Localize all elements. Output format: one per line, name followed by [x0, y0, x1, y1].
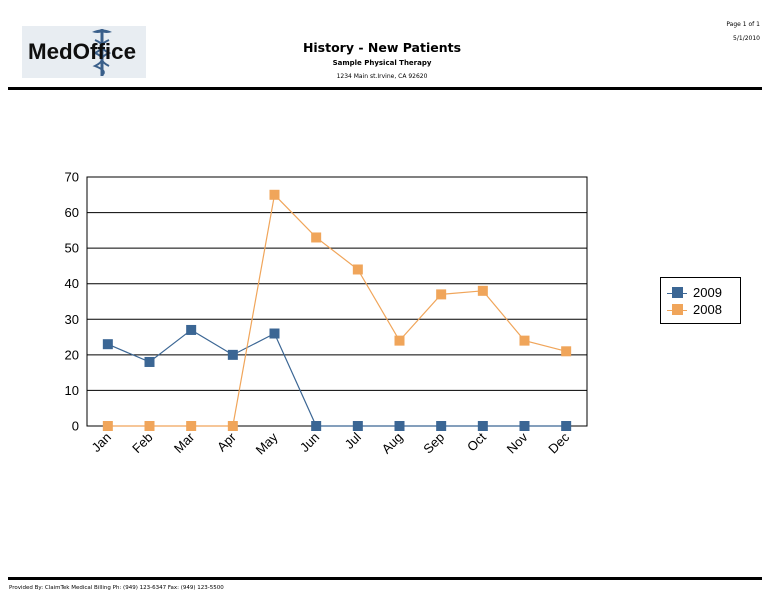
- x-axis: Jan Feb Mar Apr May Jun Jul Aug Sep Oct Nov Dec: [89, 429, 573, 457]
- x-tick-label: May: [253, 429, 281, 457]
- report-address: 1234 Main st.Irvine, CA 92620: [336, 73, 428, 80]
- series-line: [107, 329, 567, 427]
- x-tick-label: Dec: [545, 429, 572, 456]
- data-point: [144, 421, 155, 431]
- x-tick-label: Jun: [297, 430, 322, 455]
- data-point: [477, 285, 488, 296]
- data-point: [561, 346, 572, 357]
- data-point: [352, 421, 363, 431]
- data-point: [561, 421, 572, 431]
- y-tick-label: 10: [65, 383, 79, 398]
- data-point: [227, 349, 238, 360]
- y-tick-label: 40: [65, 276, 79, 291]
- series-line: [107, 193, 567, 427]
- x-tick-label: Aug: [379, 430, 406, 457]
- footer-divider: [8, 577, 762, 580]
- y-tick-label: 60: [65, 205, 79, 220]
- series-2008: [102, 189, 572, 431]
- x-tick-label: Apr: [214, 429, 239, 454]
- y-tick-label: 70: [65, 170, 79, 185]
- data-point: [311, 421, 322, 431]
- y-tick-label: 0: [72, 419, 79, 434]
- footer-text: Provided By: ClaimTek Medical Billing Ph…: [9, 585, 224, 591]
- data-point: [144, 356, 155, 367]
- medoffice-logo: MedOffice: [22, 26, 146, 78]
- chart-legend: 2009 2008: [660, 277, 741, 324]
- x-tick-label: Nov: [504, 429, 531, 456]
- x-tick-label: Oct: [464, 429, 489, 454]
- legend-marker: [672, 304, 683, 315]
- data-point: [394, 335, 405, 346]
- legend-label: 2009: [693, 285, 722, 300]
- data-point: [102, 339, 113, 350]
- data-point: [269, 189, 280, 200]
- y-tick-label: 50: [65, 241, 79, 256]
- header-divider: [8, 87, 762, 90]
- data-point: [102, 421, 113, 431]
- legend-item-2009: 2009: [667, 285, 739, 301]
- x-tick-label: Jan: [89, 430, 114, 455]
- x-tick-label: Feb: [129, 430, 155, 456]
- report-date: 5/1/2010: [733, 35, 760, 42]
- page-number: Page 1 of 1: [726, 21, 760, 28]
- data-point: [186, 324, 197, 335]
- report-title: History - New Patients: [302, 40, 462, 55]
- legend-marker: [672, 287, 683, 298]
- plot-area: [86, 176, 588, 427]
- chart-series: [102, 189, 572, 431]
- chart-grid: [86, 176, 588, 427]
- x-tick-label: Jul: [342, 429, 364, 451]
- legend-item-2008: 2008: [667, 302, 739, 318]
- data-point: [519, 421, 530, 431]
- logo-text: MedOffice: [28, 39, 136, 64]
- x-tick-label: Mar: [171, 429, 198, 456]
- y-tick-label: 20: [65, 347, 79, 362]
- data-point: [352, 264, 363, 275]
- data-point: [436, 421, 447, 431]
- x-tick-label: Sep: [420, 430, 447, 457]
- data-point: [519, 335, 530, 346]
- data-point: [227, 421, 238, 431]
- data-point: [311, 232, 322, 243]
- legend-label: 2008: [693, 302, 722, 317]
- report-subtitle: Sample Physical Therapy: [332, 59, 432, 67]
- page-info: Page 1 of 1 5/1/2010: [726, 18, 760, 46]
- y-axis: 0 10 20 30 40 50 60 70: [65, 170, 79, 434]
- data-point: [394, 421, 405, 431]
- series-2009: [102, 324, 572, 431]
- data-point: [477, 421, 488, 431]
- y-tick-label: 30: [65, 312, 79, 327]
- data-point: [269, 328, 280, 339]
- data-point: [186, 421, 197, 431]
- data-point: [436, 289, 447, 300]
- caduceus-icon: [92, 29, 112, 76]
